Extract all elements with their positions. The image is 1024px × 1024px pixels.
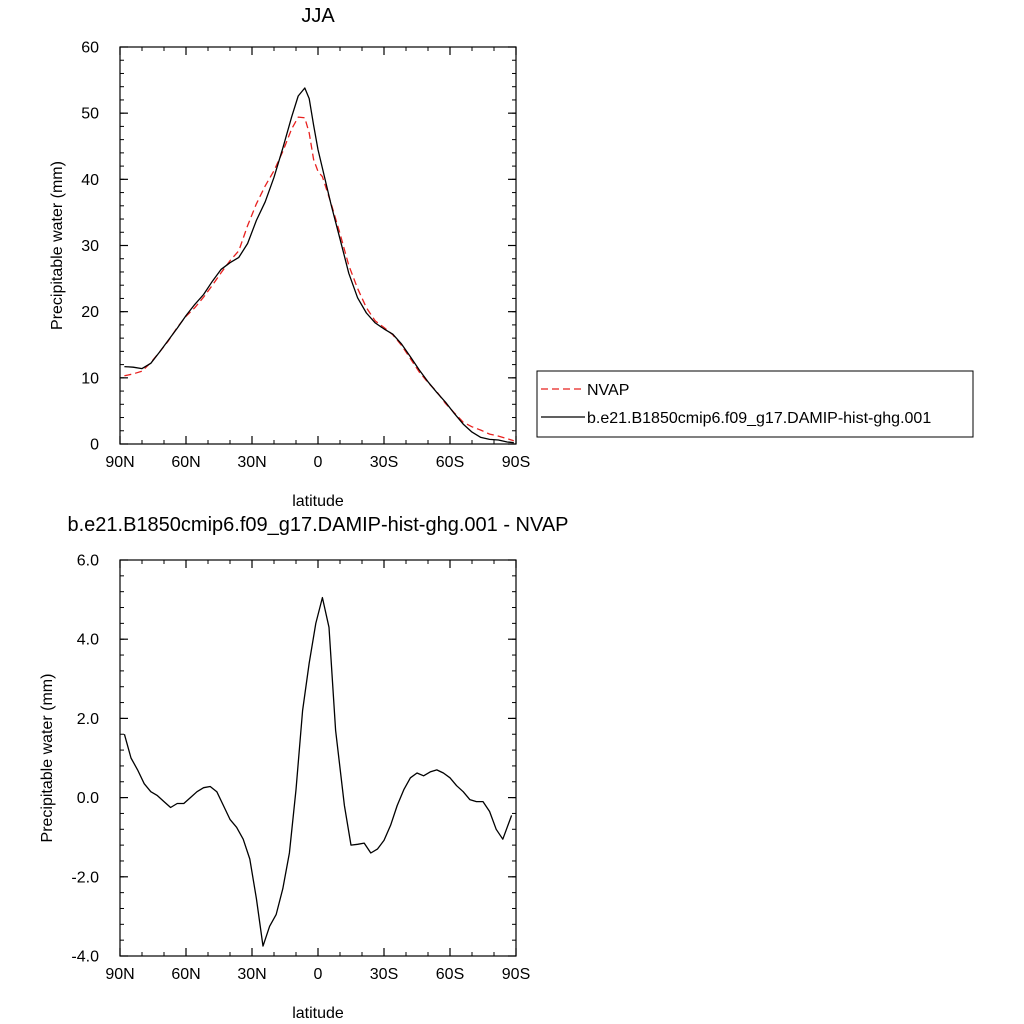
- series-line-0: [124, 116, 514, 442]
- chart-title: JJA: [301, 5, 335, 27]
- y-tick-label: 20: [81, 304, 99, 321]
- x-tick-label: 90S: [502, 966, 530, 983]
- y-tick-label: 30: [81, 238, 99, 255]
- series-line-1: [124, 87, 514, 444]
- y-tick-label: -4.0: [71, 949, 99, 966]
- series-group: [123, 596, 513, 947]
- x-tick-label: 30S: [370, 966, 398, 983]
- x-tick-label: 60N: [171, 966, 200, 983]
- legend-label-0: NVAP: [587, 382, 629, 399]
- x-tick-label: 60N: [171, 454, 200, 471]
- x-tick-label: 0: [314, 454, 323, 471]
- legend: NVAP b.e21.B1850cmip6.f09_g17.DAMIP-hist-…: [536, 370, 974, 438]
- x-tick-label: 60S: [436, 454, 464, 471]
- y-tick-label: 10: [81, 370, 99, 387]
- x-tick-label: 90S: [502, 454, 530, 471]
- y-axis-label: Precipitable water (mm): [39, 674, 56, 843]
- x-tick-label: 30N: [237, 966, 266, 983]
- x-axis-label: latitude: [292, 493, 344, 510]
- precipitable-water-panel: JJA 90N 60N 30N 0 30S 60S 90S 0 10 20 30 40 50 60 latit…: [49, 5, 974, 510]
- x-tick-label: 90N: [105, 966, 134, 983]
- difference-panel: b.e21.B1850cmip6.f09_g17.DAMIP-hist-ghg.…: [39, 514, 569, 1022]
- series-group: [124, 87, 514, 444]
- y-tick-label: 50: [81, 106, 99, 123]
- series-line-0: [123, 596, 513, 947]
- y-tick-label: 0: [90, 437, 99, 454]
- y-axis-label: Precipitable water (mm): [49, 161, 66, 330]
- chart-title: b.e21.B1850cmip6.f09_g17.DAMIP-hist-ghg.…: [67, 514, 568, 536]
- x-tick-label: 0: [314, 966, 323, 983]
- x-tick-label: 60S: [436, 966, 464, 983]
- y-tick-label: 2.0: [77, 711, 99, 728]
- x-axis-label: latitude: [292, 1005, 344, 1022]
- legend-box: [536, 370, 974, 438]
- y-tick-label: 6.0: [77, 553, 99, 570]
- x-tick-label: 30N: [237, 454, 266, 471]
- x-tick-label: 90N: [105, 454, 134, 471]
- y-tick-label: 60: [81, 40, 99, 57]
- y-tick-label: 0.0: [77, 790, 99, 807]
- y-tick-label: 40: [81, 172, 99, 189]
- y-tick-label: 4.0: [77, 632, 99, 649]
- plot-frame: [119, 46, 517, 445]
- y-tick-label: -2.0: [71, 869, 99, 886]
- x-tick-label: 30S: [370, 454, 398, 471]
- legend-label-1: b.e21.B1850cmip6.f09_g17.DAMIP-hist-ghg.…: [587, 410, 931, 427]
- plot-frame: [119, 559, 517, 957]
